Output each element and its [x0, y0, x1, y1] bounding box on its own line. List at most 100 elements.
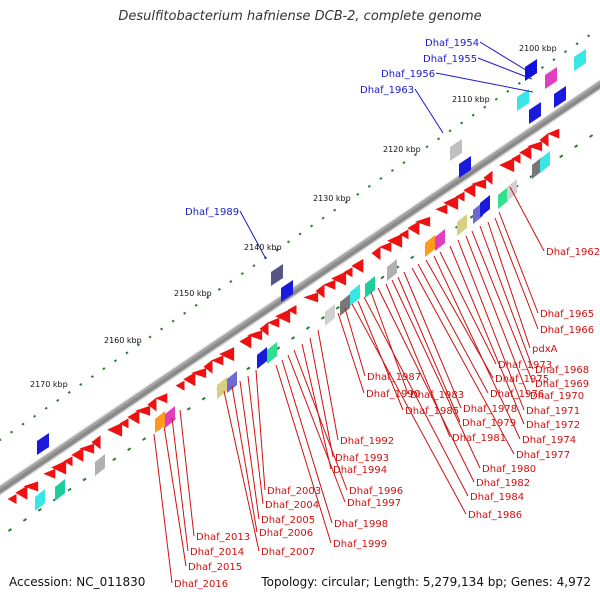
topology-summary: Topology: circular; Length: 5,279,134 bp…: [261, 575, 591, 589]
reverse-gene-arrow: [107, 422, 123, 437]
minor-tick: [335, 305, 340, 310]
leader-line: [344, 307, 366, 377]
leader-line: [179, 409, 195, 537]
kbp-tick: [90, 375, 94, 379]
reverse-gene-label: Dhaf_1962: [546, 247, 600, 258]
leader-line: [465, 235, 529, 396]
kbp-tick: [506, 89, 510, 93]
reverse-gene-label: Dhaf_1999: [333, 539, 387, 550]
reverse-gene-arrow: [15, 485, 28, 500]
reverse-gene-arrow: [511, 153, 521, 164]
reverse-gene-label: Dhaf_1965: [540, 309, 594, 320]
kbp-tick: [379, 176, 383, 180]
kbp-tick: [321, 216, 325, 220]
kbp-tick: [183, 311, 187, 315]
leader-line: [247, 375, 264, 505]
reverse-gene-label: Dhaf_1978: [463, 404, 517, 415]
forward-gene-block: [525, 59, 537, 81]
reverse-gene-arrow: [483, 170, 493, 185]
kbp-tick: [286, 240, 291, 244]
gene-block: [325, 304, 335, 326]
gene-block: [35, 489, 45, 511]
minor-tick: [574, 144, 579, 149]
leader-line: [487, 221, 531, 349]
reverse-gene-label: Dhaf_1987: [367, 372, 421, 383]
kbp-tick: [33, 414, 37, 418]
reverse-gene-arrow: [219, 347, 235, 362]
reverse-gene-label: Dhaf_1966: [540, 325, 594, 336]
minor-tick: [67, 487, 72, 492]
leader-line: [403, 271, 462, 409]
kbp-tick: [471, 113, 475, 117]
reverse-gene-arrow: [267, 317, 280, 328]
kbp-tick: [217, 287, 221, 291]
reverse-gene-label: Dhaf_1971: [526, 406, 580, 417]
leader-line: [370, 291, 409, 395]
leader-line: [449, 245, 525, 425]
reverse-gene-arrow: [119, 418, 129, 429]
reverse-gene-arrow: [387, 233, 403, 248]
forward-gene-label: Dhaf_1963: [360, 85, 414, 96]
reverse-gene-arrow: [323, 279, 336, 290]
reverse-gene-label: Dhaf_1973: [498, 360, 552, 371]
forward-gene-block: [517, 89, 529, 111]
reverse-gene-arrow: [147, 397, 157, 412]
reverse-gene-label: Dhaf_1993: [335, 453, 389, 464]
leader-line: [163, 425, 187, 567]
reverse-gene-label: Dhaf_1985: [405, 406, 459, 417]
forward-gene-label: Dhaf_1954: [425, 38, 479, 49]
kbp-tick: [113, 359, 117, 363]
kbp-tick: [425, 145, 429, 149]
minor-tick: [82, 477, 87, 482]
leader-line: [239, 210, 267, 260]
kbp-tick: [194, 303, 198, 307]
kbp-tick: [136, 343, 141, 347]
reverse-gene-label: Dhaf_1990: [366, 389, 420, 400]
kbp-tick: [575, 42, 579, 46]
kbp-tick: [540, 66, 544, 70]
forward-gene-block: [459, 156, 471, 178]
reverse-gene-label: Dhaf_1984: [470, 492, 524, 503]
reverse-gene-label: Dhaf_1998: [334, 519, 388, 530]
forward-gene-block: [450, 139, 462, 161]
reverse-gene-arrow: [191, 368, 207, 378]
reverse-gene-arrow: [351, 258, 364, 273]
kbp-tick: [460, 121, 464, 125]
kbp-tick: [413, 153, 418, 157]
reverse-gene-label: Dhaf_1994: [333, 465, 387, 476]
leader-line: [363, 296, 469, 497]
forward-gene-label: Dhaf_1955: [423, 54, 477, 65]
minor-tick: [469, 215, 474, 219]
kbp-tick: [494, 97, 498, 101]
gene-block: [227, 371, 237, 393]
kbp-tick: [587, 34, 591, 38]
reverse-gene-label: Dhaf_1981: [452, 433, 506, 444]
reverse-gene-arrow: [211, 355, 224, 366]
kbp-tick: [390, 169, 394, 173]
kbp-tick: [79, 383, 83, 387]
reverse-gene-arrow: [371, 246, 381, 261]
reverse-gene-arrow: [239, 334, 252, 349]
leader-line: [411, 267, 515, 455]
minor-tick: [380, 275, 385, 280]
leader-line: [153, 433, 173, 584]
kbp-tick: [333, 208, 337, 212]
reverse-gene-label: Dhaf_1982: [476, 478, 530, 489]
gene-block: [55, 479, 65, 501]
genome-backbone: [0, 79, 600, 496]
gene-block: [340, 294, 350, 316]
forward-gene-block: [37, 433, 49, 455]
gene-block: [165, 406, 175, 428]
kbp-tick: [517, 81, 521, 85]
leader-line: [439, 251, 497, 365]
reverse-gene-label: Dhaf_1980: [482, 464, 536, 475]
gene-block: [498, 187, 508, 209]
reverse-gene-arrow: [43, 468, 56, 479]
reverse-gene-arrow: [399, 229, 409, 240]
gene-block: [540, 151, 550, 173]
gene-block: [257, 347, 267, 369]
reverse-gene-label: Dhaf_2007: [261, 547, 315, 558]
minor-tick: [291, 336, 296, 340]
kbp-tick: [563, 50, 568, 54]
